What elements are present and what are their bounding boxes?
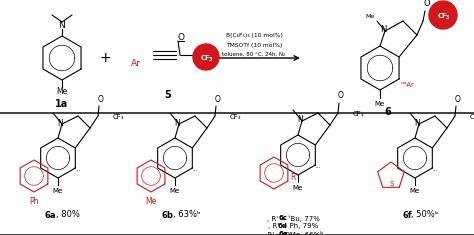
Text: N: N (174, 118, 180, 128)
Text: , R' = OMe, 66%ᵇ: , R' = OMe, 66%ᵇ (263, 231, 323, 235)
Text: 1a: 1a (55, 99, 69, 109)
Text: ···: ··· (316, 165, 321, 171)
FancyArrowPatch shape (208, 56, 299, 60)
Text: Me: Me (375, 101, 385, 107)
Text: 6a: 6a (44, 211, 56, 219)
Text: ""Ar: ""Ar (400, 82, 414, 88)
Text: Me: Me (366, 13, 375, 19)
Text: , R' = Ph, 79%: , R' = Ph, 79% (268, 223, 318, 229)
Text: CF₃: CF₃ (469, 114, 474, 120)
Text: , 80%: , 80% (56, 211, 80, 219)
Text: CF: CF (438, 12, 448, 19)
Text: 5: 5 (164, 90, 172, 100)
Text: Ph: Ph (29, 196, 39, 205)
Text: O: O (98, 94, 104, 103)
Circle shape (193, 44, 219, 70)
Text: ···: ··· (433, 168, 438, 173)
Text: N: N (57, 118, 63, 128)
Text: ···: ··· (193, 168, 198, 173)
Text: , 50%ᵇ: , 50%ᵇ (411, 211, 439, 219)
Text: O: O (424, 0, 430, 8)
Text: ···: ··· (76, 168, 81, 173)
Text: N: N (380, 26, 386, 35)
Text: R': R' (290, 172, 298, 181)
Text: 3: 3 (445, 15, 449, 20)
Text: 6c: 6c (279, 215, 287, 221)
Text: Me: Me (53, 188, 63, 194)
Text: O: O (338, 91, 344, 101)
Text: O: O (215, 94, 221, 103)
Text: 6f: 6f (402, 211, 412, 219)
Text: B(C₆F₅)₃ (10 mol%): B(C₆F₅)₃ (10 mol%) (226, 34, 283, 39)
Circle shape (429, 1, 457, 29)
Text: 6e: 6e (278, 231, 288, 235)
Text: 6d: 6d (278, 223, 288, 229)
Text: TMSOTf (10 mol%): TMSOTf (10 mol%) (226, 43, 282, 47)
Text: N: N (297, 115, 303, 125)
Text: CF: CF (201, 55, 211, 60)
Text: 3: 3 (208, 57, 212, 62)
Text: Me: Me (293, 185, 303, 191)
Text: CF₃: CF₃ (229, 114, 241, 120)
Text: Me: Me (170, 188, 180, 194)
Text: , R' = ᵗBu, 77%: , R' = ᵗBu, 77% (266, 215, 319, 222)
Text: toluene, 80 °C, 24h, N₂: toluene, 80 °C, 24h, N₂ (222, 51, 286, 56)
Text: Me: Me (56, 87, 68, 97)
Text: O: O (177, 32, 184, 42)
Text: N: N (414, 118, 420, 128)
Text: Me: Me (146, 196, 156, 205)
Text: CF₃: CF₃ (352, 111, 364, 117)
Text: N: N (59, 20, 65, 30)
Text: 6b: 6b (161, 211, 173, 219)
Text: Me: Me (410, 188, 420, 194)
Text: +: + (99, 51, 111, 65)
Text: 6: 6 (384, 107, 392, 117)
Text: S: S (390, 181, 394, 187)
Text: Ar: Ar (131, 59, 141, 67)
Text: , 63%ᵇ: , 63%ᵇ (173, 211, 201, 219)
Text: O: O (455, 94, 461, 103)
Text: CF₃: CF₃ (112, 114, 124, 120)
